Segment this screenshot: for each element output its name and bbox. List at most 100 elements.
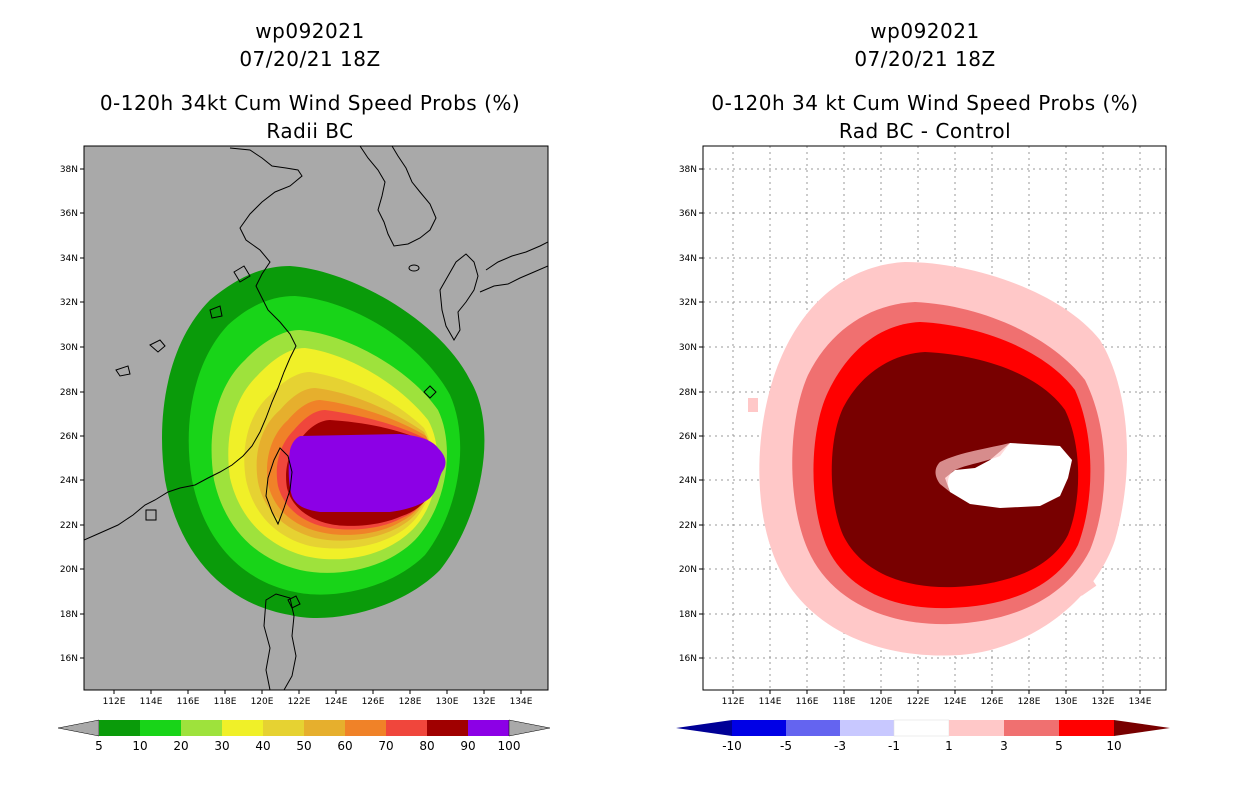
left-lon-tick: 128E (399, 697, 422, 707)
left-storm-id: wp092021 (255, 19, 365, 43)
left-colorbar-swatch (222, 720, 263, 736)
right-lon-tick: 120E (870, 697, 893, 707)
right-lat-tick: 36N (679, 209, 697, 219)
left-colorbar-swatch (99, 720, 140, 736)
right-lat-tick: 32N (679, 298, 697, 308)
right-colorbar-swatch (732, 720, 786, 736)
left-colorbar-swatch (468, 720, 509, 736)
left-lat-tick: 32N (60, 298, 78, 308)
right-lat-tick: 38N (679, 165, 697, 175)
left-colorbar-swatch (181, 720, 222, 736)
left-probability-field (162, 266, 485, 618)
right-datetime: 07/20/21 18Z (854, 47, 996, 71)
left-lat-tick: 22N (60, 521, 78, 531)
right-lat-axis: 38N 36N 34N 32N 30N 28N 26N 24N 22N 20N … (679, 165, 703, 664)
right-colorbar-swatch (786, 720, 840, 736)
left-colorbar-label: 5 (95, 739, 103, 753)
left-lat-tick: 34N (60, 254, 78, 264)
left-colorbar-label: 10 (132, 739, 147, 753)
right-lat-tick: 30N (679, 343, 697, 353)
right-product-title: 0-120h 34 kt Cum Wind Speed Probs (%) (711, 91, 1139, 115)
right-lon-tick: 112E (722, 697, 745, 707)
right-lon-tick: 128E (1018, 697, 1041, 707)
left-lon-tick: 120E (251, 697, 274, 707)
left-lon-tick: 130E (436, 697, 459, 707)
left-product-title: 0-120h 34kt Cum Wind Speed Probs (%) (99, 91, 521, 115)
left-colorbar-label: 30 (214, 739, 229, 753)
left-lat-tick: 30N (60, 343, 78, 353)
left-lon-tick: 122E (288, 697, 311, 707)
right-lon-tick: 124E (944, 697, 967, 707)
left-lon-tick: 114E (140, 697, 163, 707)
right-lon-tick: 118E (833, 697, 856, 707)
left-lat-tick: 24N (60, 476, 78, 486)
right-colorbar-label: 1 (945, 739, 953, 753)
left-lat-tick: 16N (60, 654, 78, 664)
left-colorbar-swatch (263, 720, 304, 736)
right-lon-tick: 122E (907, 697, 930, 707)
left-colorbar-label: 20 (173, 739, 188, 753)
right-colorbar-swatch (949, 720, 1004, 736)
right-colorbar-label: 3 (1000, 739, 1008, 753)
right-lat-tick: 18N (679, 610, 697, 620)
right-lat-tick: 28N (679, 388, 697, 398)
right-colorbar-over-arrow (1114, 720, 1170, 736)
right-lat-tick: 22N (679, 521, 697, 531)
right-colorbar-swatch (893, 719, 950, 737)
right-lon-tick: 116E (796, 697, 819, 707)
left-lat-tick: 20N (60, 565, 78, 575)
left-lat-axis: 38N 36N 34N 32N 30N 28N 26N 24N 22N 20N … (60, 165, 84, 664)
right-map-frame (702, 145, 1167, 691)
left-colorbar-label: 90 (460, 739, 475, 753)
right-colorbar-label: -10 (722, 739, 742, 753)
right-map: 38N 36N 34N 32N 30N 28N 26N 24N 22N 20N … (679, 145, 1167, 707)
left-subtitle: Radii BC (266, 119, 354, 143)
right-colorbar-swatch (1059, 720, 1114, 736)
left-colorbar-swatch (427, 720, 468, 736)
right-colorbar-label: 10 (1106, 739, 1121, 753)
right-lon-tick: 126E (981, 697, 1004, 707)
right-colorbar-under-arrow (676, 720, 732, 736)
left-lat-tick: 36N (60, 209, 78, 219)
left-colorbar-label: 40 (255, 739, 270, 753)
left-colorbar-swatch (304, 720, 345, 736)
right-lat-tick: 16N (679, 654, 697, 664)
right-contour-patch (748, 398, 758, 412)
left-contour-90 (288, 434, 446, 512)
right-colorbar-label: 5 (1055, 739, 1063, 753)
right-lon-axis: 112E 114E 116E 118E 120E 122E 124E 126E … (722, 690, 1152, 707)
left-lon-tick: 132E (473, 697, 496, 707)
left-colorbar-label: 60 (337, 739, 352, 753)
right-subtitle: Rad BC - Control (838, 119, 1012, 143)
left-lat-tick: 18N (60, 610, 78, 620)
left-lat-tick: 38N (60, 165, 78, 175)
left-colorbar-swatch (386, 720, 427, 736)
right-colorbar-label: -3 (834, 739, 846, 753)
left-colorbar-swatch (345, 720, 386, 736)
right-lon-tick: 130E (1055, 697, 1078, 707)
left-colorbar-label: 80 (419, 739, 434, 753)
left-map-frame (83, 145, 549, 691)
left-map: 38N 36N 34N 32N 30N 28N 26N 24N 22N 20N … (60, 145, 549, 707)
left-lon-tick: 124E (325, 697, 348, 707)
left-lon-tick: 112E (103, 697, 126, 707)
right-lon-tick: 114E (759, 697, 782, 707)
left-lat-tick: 26N (60, 432, 78, 442)
left-colorbar-label: 50 (296, 739, 311, 753)
left-colorbar-under-arrow (57, 719, 100, 737)
left-datetime: 07/20/21 18Z (239, 47, 381, 71)
right-lon-tick: 134E (1129, 697, 1152, 707)
left-colorbar-over-arrow (508, 719, 551, 737)
left-colorbar-swatch (140, 720, 181, 736)
right-colorbar-swatch (1004, 720, 1059, 736)
left-colorbar: 5 10 20 30 40 50 60 70 80 90 100 (57, 719, 551, 753)
left-lon-tick: 126E (362, 697, 385, 707)
left-lon-tick: 116E (177, 697, 200, 707)
left-lon-tick: 118E (214, 697, 237, 707)
right-contour-patch (1073, 574, 1097, 596)
right-storm-id: wp092021 (870, 19, 980, 43)
right-contour-1-inner (935, 443, 1010, 492)
right-colorbar: -10 -5 -3 -1 1 3 5 10 (676, 719, 1170, 753)
right-lat-tick: 34N (679, 254, 697, 264)
